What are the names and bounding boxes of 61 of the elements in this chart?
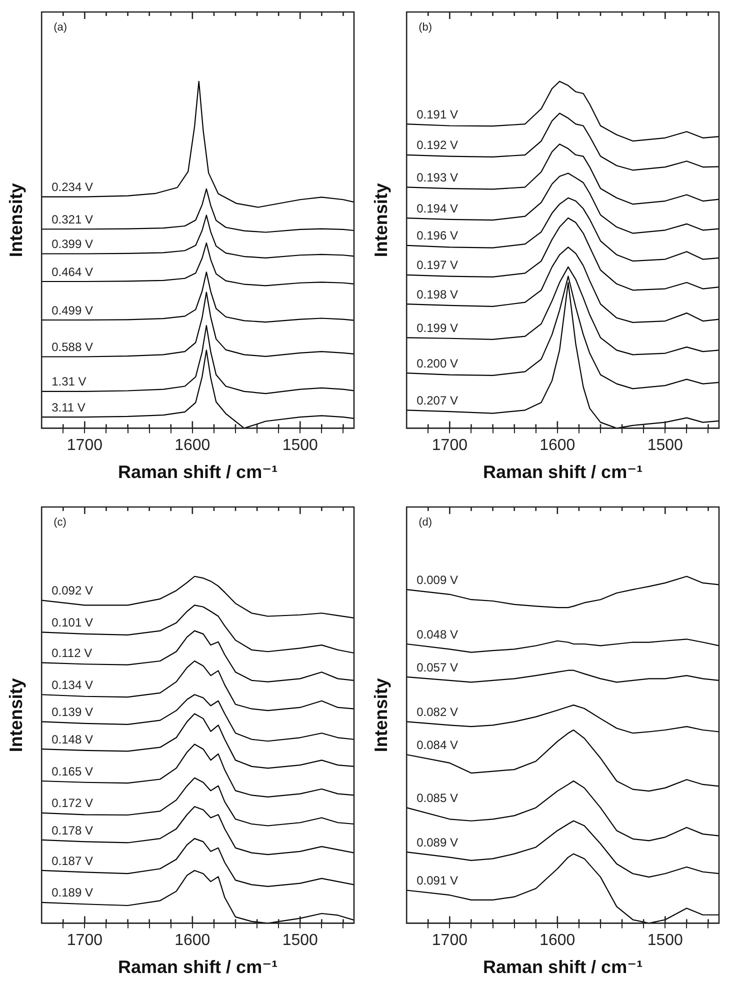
- series-label: 0.139 V: [52, 705, 93, 719]
- x-tick-label: 1500: [282, 437, 318, 454]
- series-label: 0.193 V: [416, 170, 458, 184]
- y-axis-title: Intensity: [6, 183, 26, 258]
- x-tick-label: 1700: [66, 437, 103, 454]
- series-label: 0.200 V: [416, 356, 458, 370]
- series-label: 0.399 V: [52, 237, 93, 252]
- series-label: 0.057 V: [416, 660, 458, 674]
- series-label: 0.194 V: [416, 201, 458, 216]
- x-tick-label: 1500: [647, 932, 684, 950]
- series-label: 0.009 V: [416, 572, 458, 587]
- series-label: 0.464 V: [52, 264, 93, 279]
- x-tick-label: 1500: [282, 932, 318, 950]
- series-label: 0.101 V: [52, 616, 93, 630]
- x-tick-label: 1600: [174, 932, 210, 950]
- series-label: 3.11 V: [52, 400, 86, 414]
- x-axis-title: Raman shift / cm⁻¹: [118, 957, 278, 978]
- series-label: 0.187 V: [52, 854, 93, 868]
- series-label: 0.192 V: [416, 138, 458, 152]
- series-label: 0.091 V: [416, 874, 458, 888]
- series-label: 0.178 V: [52, 823, 93, 838]
- text: (c): [54, 516, 66, 529]
- series-label: 0.189 V: [52, 886, 93, 900]
- series-label: 0.196 V: [416, 228, 458, 243]
- series-label: 0.191 V: [416, 107, 458, 122]
- series-label: 0.198 V: [416, 287, 458, 302]
- x-tick-label: 1600: [540, 932, 576, 950]
- series-label: 0.172 V: [52, 796, 93, 810]
- x-axis-title: Raman shift / cm⁻¹: [483, 957, 643, 978]
- series-label: 0.148 V: [52, 732, 93, 746]
- series-label: 0.089 V: [416, 835, 458, 850]
- y-axis-title: Intensity: [370, 183, 391, 258]
- x-axis-title: Raman shift / cm⁻¹: [483, 462, 643, 482]
- y-axis-title: Intensity: [370, 678, 391, 752]
- x-tick-label: 1600: [540, 437, 576, 454]
- x-tick-label: 1600: [174, 437, 210, 454]
- text: (d): [418, 516, 432, 529]
- series-label: 0.134 V: [52, 678, 93, 692]
- text: (a): [54, 22, 68, 34]
- series-label: 0.207 V: [416, 393, 458, 408]
- series-label: 0.234 V: [52, 180, 93, 194]
- series-label: 0.199 V: [416, 320, 458, 335]
- series-label: 0.321 V: [52, 212, 93, 226]
- series-label: 0.092 V: [52, 584, 93, 598]
- series-label: 0.085 V: [416, 791, 458, 806]
- series-label: 0.165 V: [52, 764, 93, 778]
- series-label: 0.084 V: [416, 738, 458, 752]
- x-axis-title: Raman shift / cm⁻¹: [118, 462, 278, 482]
- x-tick-label: 1700: [66, 932, 103, 950]
- series-label: 0.048 V: [416, 627, 458, 642]
- x-tick-label: 1700: [432, 437, 468, 454]
- x-tick-label: 1700: [432, 932, 468, 950]
- series-label: 0.588 V: [52, 340, 93, 354]
- series-label: 0.112 V: [52, 646, 92, 660]
- series-label: 0.197 V: [416, 258, 458, 272]
- text: (b): [418, 22, 432, 34]
- series-label: 0.499 V: [52, 303, 93, 318]
- series-label: 1.31 V: [52, 374, 86, 389]
- series-label: 0.082 V: [416, 705, 458, 719]
- x-tick-label: 1500: [647, 437, 684, 454]
- y-axis-title: Intensity: [6, 678, 26, 752]
